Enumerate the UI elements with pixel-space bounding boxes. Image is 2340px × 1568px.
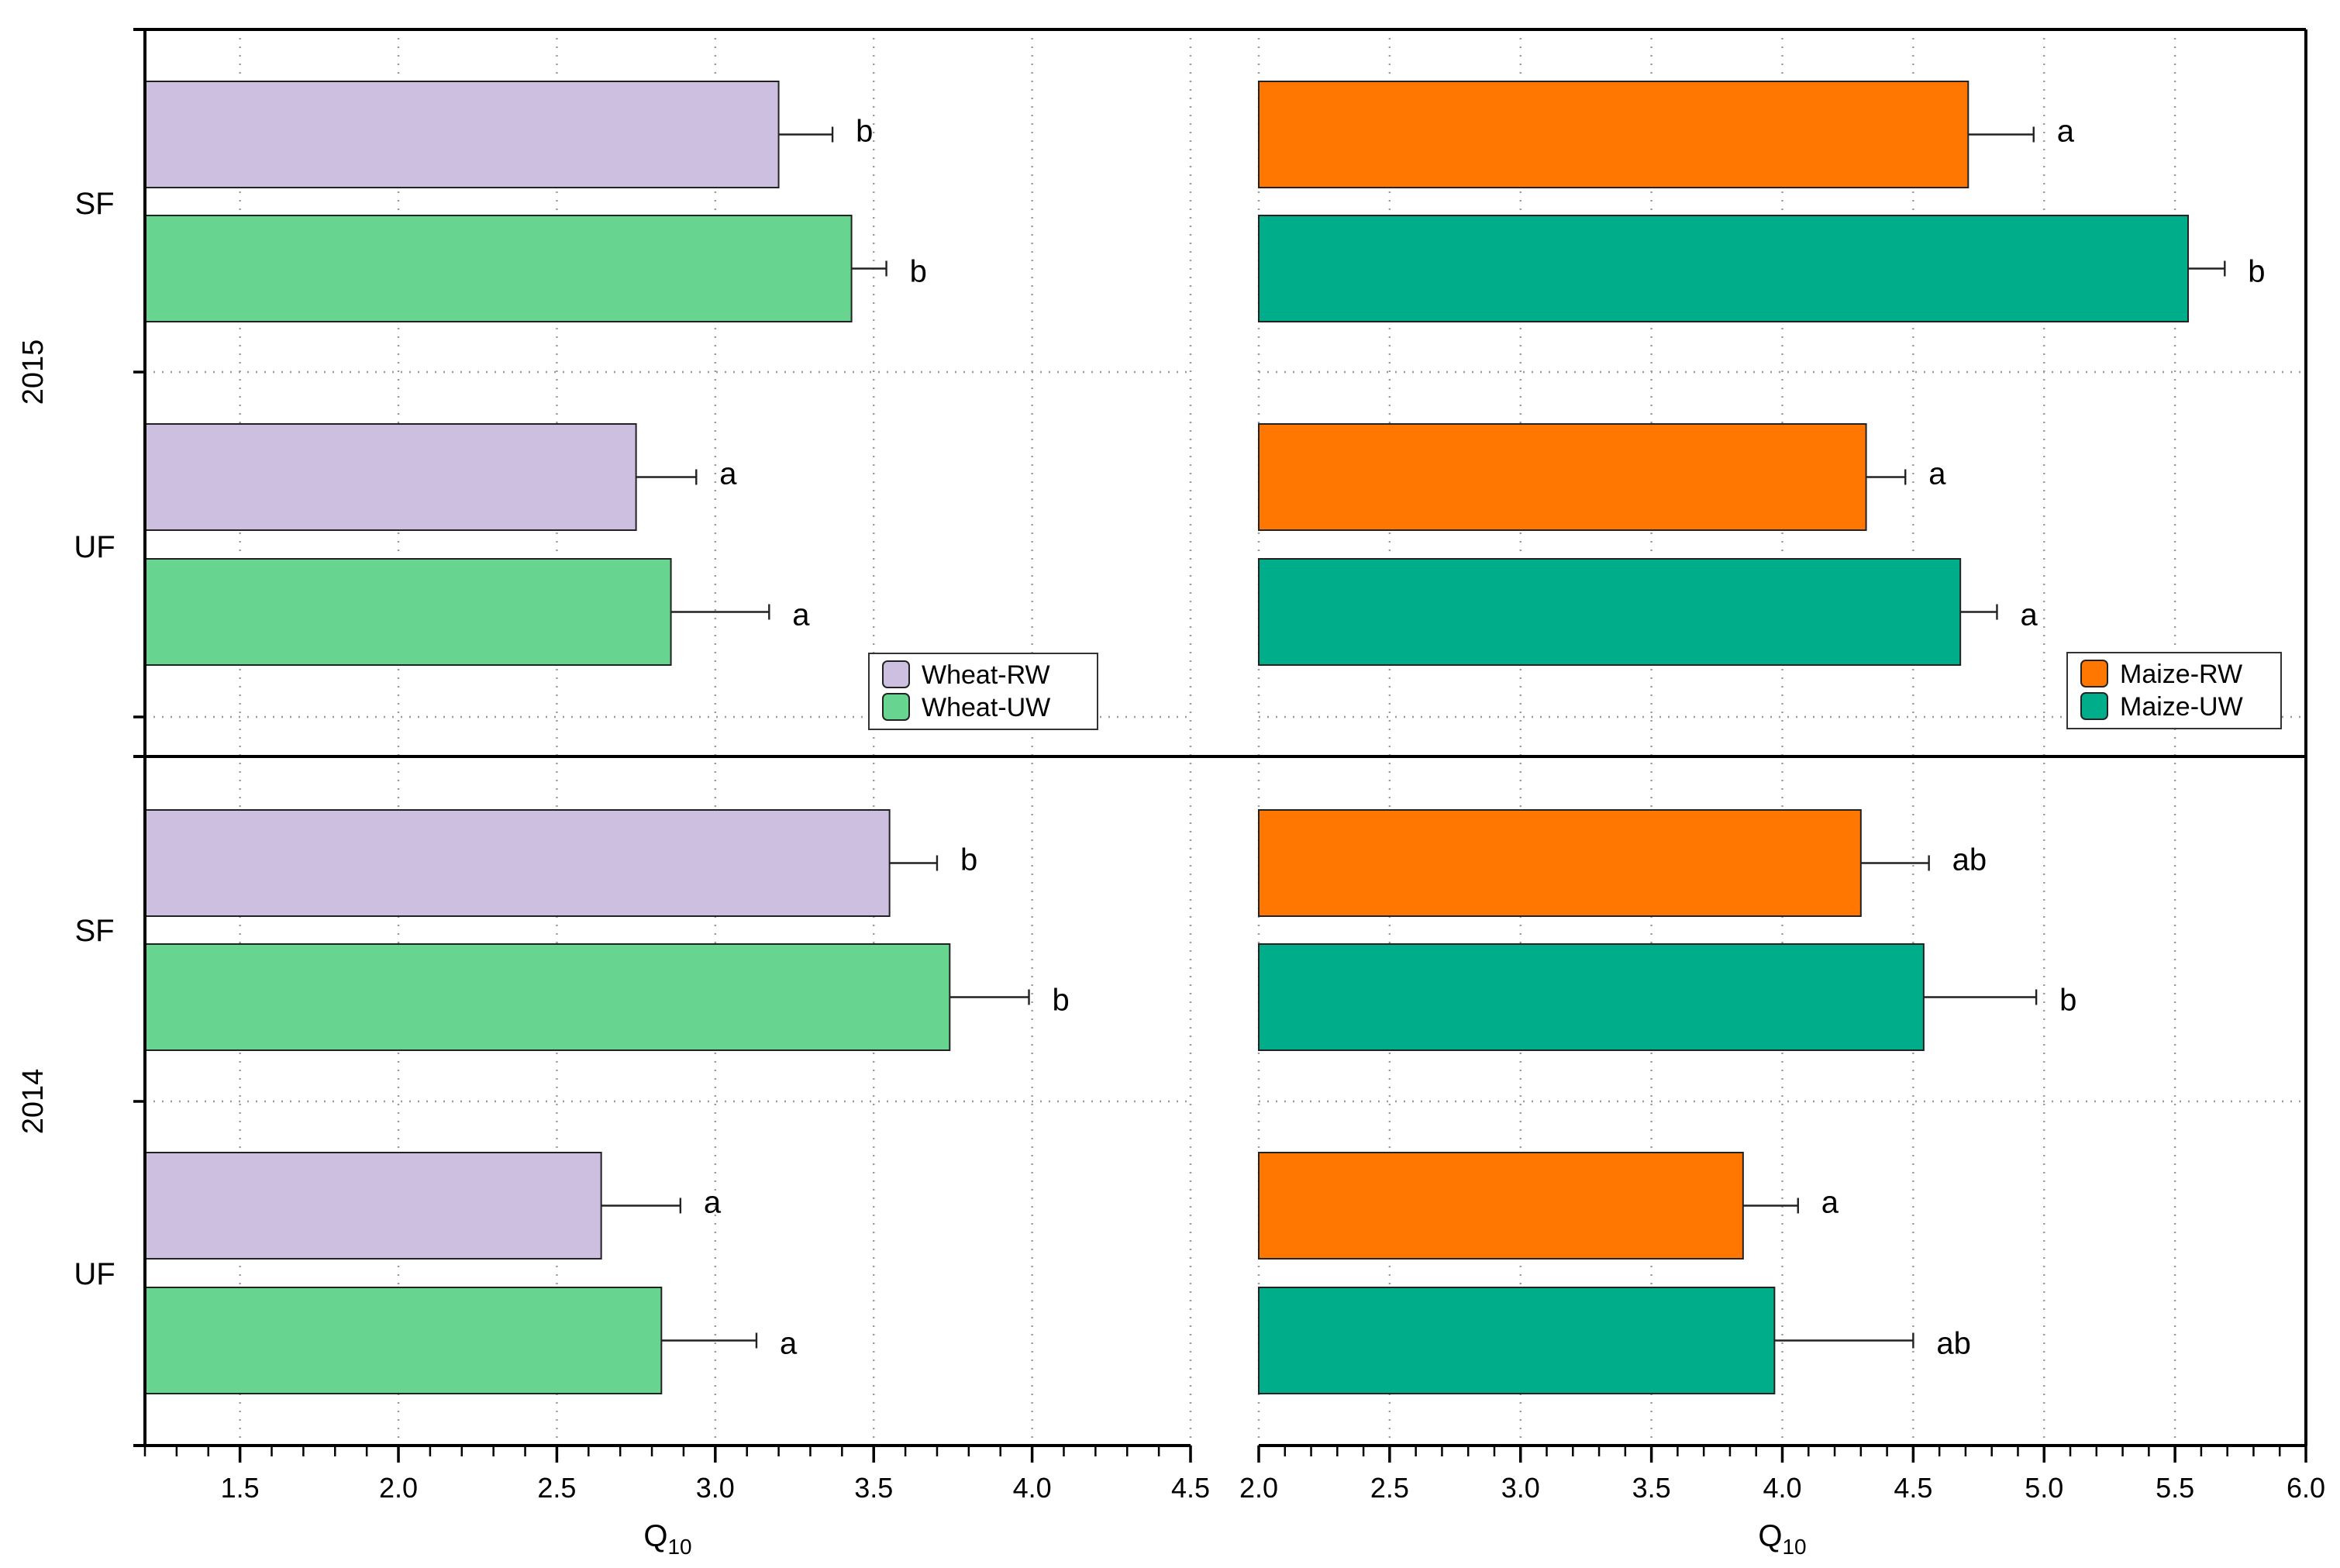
- sig-letter-maize-uw-1: a: [2020, 598, 2038, 632]
- sig-letter-wheat-uw-0: b: [910, 255, 927, 289]
- bar-maize-uw-1: [1258, 558, 1962, 666]
- x-tick-label-maize-2: 3.0: [1501, 1472, 1540, 1504]
- sig-letter-maize-uw-2: b: [2059, 984, 2076, 1018]
- legend-label-wheat-uw: Wheat-UW: [922, 693, 1050, 722]
- x-tick-label-maize-0: 2.0: [1239, 1472, 1278, 1504]
- sig-letter-wheat-rw-1: a: [719, 457, 737, 491]
- bar-maize-uw-3: [1258, 1287, 1776, 1394]
- legend-label-wheat-rw: Wheat-RW: [922, 660, 1050, 690]
- axes: [133, 28, 2307, 1463]
- bar-wheat-uw-2: [144, 943, 951, 1051]
- x-tick-label-maize-3: 3.5: [1632, 1472, 1671, 1504]
- year-label-2015: 2015: [17, 339, 50, 405]
- sig-letter-maize-rw-0: a: [2057, 115, 2075, 149]
- bar-maize-rw-1: [1258, 423, 1867, 531]
- category-label-1: UF: [74, 530, 115, 564]
- x-tick-label-wheat-2: 2.5: [537, 1472, 576, 1504]
- bar-maize-rw-0: [1258, 81, 1970, 188]
- sig-letter-wheat-uw-1: a: [792, 598, 810, 632]
- bars: [144, 81, 2226, 1394]
- sig-letter-maize-uw-0: b: [2248, 255, 2265, 289]
- bar-maize-uw-2: [1258, 943, 1925, 1051]
- bar-wheat-uw-3: [144, 1287, 663, 1394]
- sig-letter-wheat-rw-3: a: [704, 1186, 722, 1220]
- legend-label-maize-uw: Maize-UW: [2120, 692, 2243, 722]
- sig-letter-maize-uw-3: ab: [1936, 1327, 1971, 1361]
- bar-maize-uw-0: [1258, 215, 2190, 322]
- x-tick-label-maize-5: 4.5: [1894, 1472, 1932, 1504]
- x-tick-label-wheat-6: 4.5: [1171, 1472, 1210, 1504]
- sig-letter-wheat-rw-2: b: [960, 843, 977, 877]
- bar-wheat-rw-0: [144, 81, 780, 188]
- sig-letter-wheat-uw-3: a: [780, 1327, 798, 1361]
- legend-swatch-wheat-uw: [882, 693, 910, 721]
- bar-wheat-uw-0: [144, 215, 853, 322]
- sig-letter-maize-rw-1: a: [1928, 457, 1946, 491]
- year-label-2014: 2014: [17, 1069, 50, 1135]
- category-label-2: SF: [74, 914, 114, 948]
- bar-wheat-rw-3: [144, 1152, 602, 1260]
- sig-letter-maize-rw-2: ab: [1952, 843, 1987, 877]
- x-tick-label-wheat-5: 4.0: [1013, 1472, 1052, 1504]
- sig-letter-wheat-rw-0: b: [856, 115, 873, 149]
- x-tick-label-maize-1: 2.5: [1370, 1472, 1409, 1504]
- x-tick-label-wheat-0: 1.5: [221, 1472, 260, 1504]
- x-axis-title-wheat: Q10: [643, 1519, 691, 1559]
- legend-swatch-maize-rw: [2080, 660, 2108, 688]
- x-tick-label-maize-8: 6.0: [2287, 1472, 2325, 1504]
- bar-wheat-uw-1: [144, 558, 672, 666]
- x-axis-title-maize: Q10: [1758, 1519, 1806, 1559]
- panel-frames: [133, 28, 2307, 1446]
- sig-letter-wheat-uw-2: b: [1053, 984, 1070, 1018]
- x-tick-label-wheat-1: 2.0: [379, 1472, 418, 1504]
- category-label-3: UF: [74, 1257, 115, 1291]
- sig-letter-maize-rw-3: a: [1821, 1186, 1839, 1220]
- x-tick-label-maize-6: 5.0: [2025, 1472, 2063, 1504]
- bar-wheat-rw-1: [144, 423, 637, 531]
- x-tick-label-maize-4: 4.0: [1763, 1472, 1801, 1504]
- legend-swatch-maize-uw: [2080, 692, 2108, 720]
- x-tick-label-wheat-4: 3.5: [854, 1472, 893, 1504]
- x-tick-label-maize-7: 5.5: [2156, 1472, 2194, 1504]
- category-label-0: SF: [74, 187, 114, 221]
- legend-label-maize-rw: Maize-RW: [2120, 660, 2242, 689]
- legends: Wheat-RW Wheat-UW Maize-RW Maize-UW: [868, 652, 2282, 730]
- bar-maize-rw-3: [1258, 1152, 1744, 1260]
- bar-wheat-rw-2: [144, 809, 891, 917]
- bar-maize-rw-2: [1258, 809, 1862, 917]
- x-tick-label-wheat-3: 3.0: [696, 1472, 735, 1504]
- legend-swatch-wheat-rw: [882, 660, 910, 688]
